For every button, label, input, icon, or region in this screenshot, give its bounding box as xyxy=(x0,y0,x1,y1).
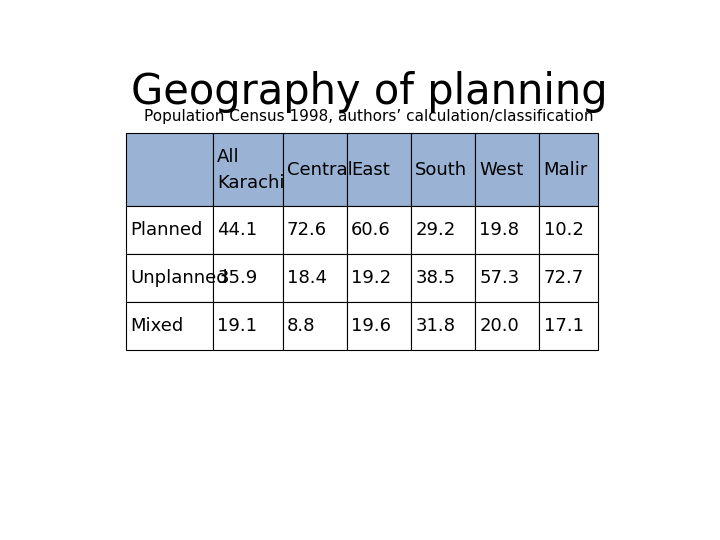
Bar xyxy=(213,302,282,349)
Bar xyxy=(282,133,347,206)
Bar xyxy=(347,133,411,206)
Text: 35.9: 35.9 xyxy=(217,269,258,287)
Bar xyxy=(282,254,347,302)
Bar xyxy=(282,254,347,302)
Text: Geography of planning: Geography of planning xyxy=(131,71,607,113)
Bar xyxy=(282,302,347,349)
Text: Unplanned: Unplanned xyxy=(131,269,228,287)
Bar xyxy=(213,133,282,206)
Bar xyxy=(126,254,213,302)
Text: 38.5: 38.5 xyxy=(415,269,456,287)
Bar xyxy=(282,302,347,349)
Bar xyxy=(126,133,213,206)
Bar xyxy=(282,133,347,206)
Text: 19.6: 19.6 xyxy=(351,317,391,335)
Bar xyxy=(213,133,282,206)
Text: 57.3: 57.3 xyxy=(480,269,520,287)
Bar xyxy=(126,206,213,254)
Text: Mixed: Mixed xyxy=(131,317,184,335)
Bar xyxy=(539,206,598,254)
Bar xyxy=(411,254,475,302)
Bar xyxy=(539,206,598,254)
Bar xyxy=(347,254,411,302)
Text: Planned: Planned xyxy=(131,221,203,239)
Text: 72.6: 72.6 xyxy=(287,221,327,239)
Bar xyxy=(213,302,282,349)
Bar xyxy=(475,302,539,349)
Bar xyxy=(411,206,475,254)
Bar xyxy=(539,254,598,302)
Bar xyxy=(213,206,282,254)
Bar xyxy=(213,206,282,254)
Bar xyxy=(213,254,282,302)
Bar xyxy=(411,254,475,302)
Bar xyxy=(539,133,598,206)
Bar xyxy=(347,302,411,349)
Bar xyxy=(126,302,213,349)
Text: Population Census 1998, authors’ calculation/classification: Population Census 1998, authors’ calcula… xyxy=(144,109,594,124)
Bar xyxy=(347,206,411,254)
Bar xyxy=(213,254,282,302)
Bar xyxy=(347,254,411,302)
Text: 44.1: 44.1 xyxy=(217,221,257,239)
Bar xyxy=(126,206,213,254)
Bar xyxy=(126,254,213,302)
Text: South: South xyxy=(415,161,467,179)
Bar xyxy=(475,206,539,254)
Bar xyxy=(411,206,475,254)
Text: 19.8: 19.8 xyxy=(480,221,520,239)
Bar xyxy=(411,302,475,349)
Text: 19.1: 19.1 xyxy=(217,317,257,335)
Bar xyxy=(475,302,539,349)
Bar xyxy=(475,133,539,206)
Bar xyxy=(126,133,213,206)
Text: West: West xyxy=(480,161,523,179)
Text: 18.4: 18.4 xyxy=(287,269,327,287)
Bar xyxy=(539,302,598,349)
Bar xyxy=(347,302,411,349)
Text: 17.1: 17.1 xyxy=(544,317,584,335)
Text: Central: Central xyxy=(287,161,353,179)
Bar xyxy=(126,302,213,349)
Text: 60.6: 60.6 xyxy=(351,221,391,239)
Text: 29.2: 29.2 xyxy=(415,221,456,239)
Text: 8.8: 8.8 xyxy=(287,317,315,335)
Text: 19.2: 19.2 xyxy=(351,269,391,287)
Bar xyxy=(475,254,539,302)
Bar xyxy=(347,133,411,206)
Text: 10.2: 10.2 xyxy=(544,221,583,239)
Bar xyxy=(411,133,475,206)
Text: 31.8: 31.8 xyxy=(415,317,455,335)
Text: 72.7: 72.7 xyxy=(544,269,584,287)
Bar xyxy=(282,206,347,254)
Text: East: East xyxy=(351,161,390,179)
Bar xyxy=(475,254,539,302)
Text: Malir: Malir xyxy=(544,161,588,179)
Bar xyxy=(282,206,347,254)
Bar xyxy=(539,133,598,206)
Text: All
Karachi: All Karachi xyxy=(217,147,284,192)
Bar xyxy=(475,133,539,206)
Bar xyxy=(475,206,539,254)
Text: 20.0: 20.0 xyxy=(480,317,519,335)
Bar xyxy=(539,254,598,302)
Bar xyxy=(411,133,475,206)
Bar xyxy=(411,302,475,349)
Bar xyxy=(539,302,598,349)
Bar xyxy=(347,206,411,254)
